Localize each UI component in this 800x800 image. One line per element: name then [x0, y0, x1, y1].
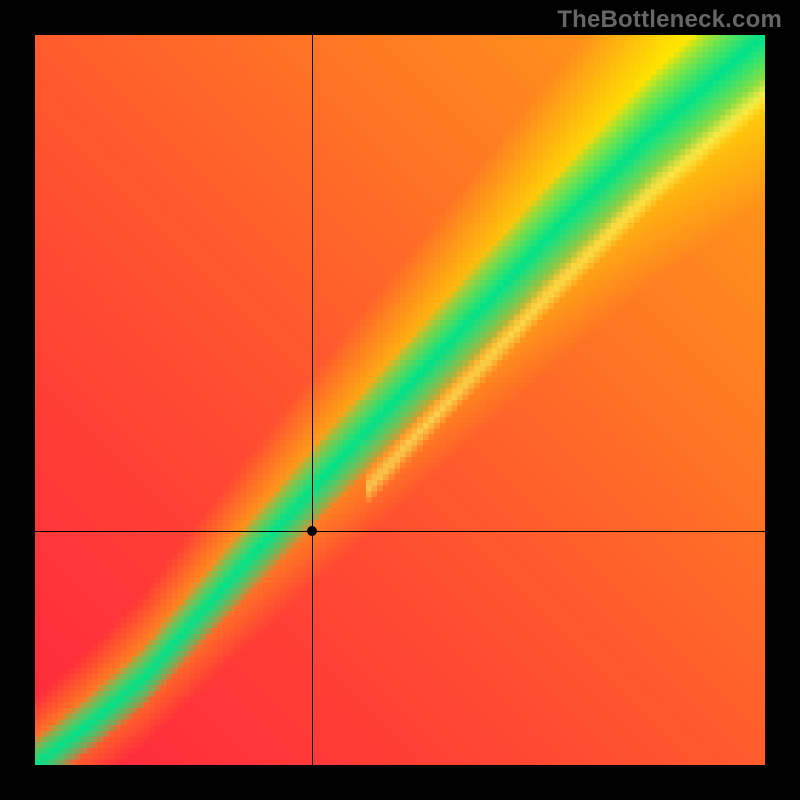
chart-frame: TheBottleneck.com [0, 0, 800, 800]
watermark-text: TheBottleneck.com [557, 6, 782, 34]
crosshair-horizontal [35, 531, 765, 532]
data-point-marker [307, 526, 317, 536]
heatmap-canvas [35, 35, 765, 765]
crosshair-vertical [312, 35, 313, 765]
heatmap-plot [35, 35, 765, 765]
